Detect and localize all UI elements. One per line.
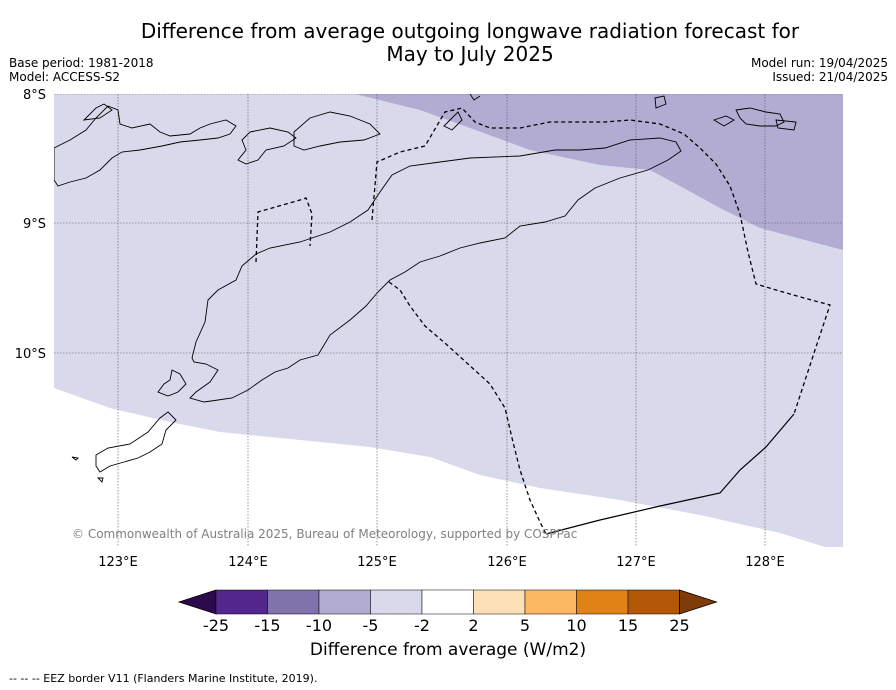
colorbar-bin [524, 589, 577, 615]
lon-label-123e: 123°E [98, 555, 138, 570]
colorbar-tick-label: -15 [254, 616, 280, 635]
lon-label-126e: 126°E [487, 555, 527, 570]
grid-lines [54, 94, 843, 547]
colorbar-tick-label: 10 [566, 616, 586, 635]
model-run: Model run: 19/04/2025 [750, 56, 888, 70]
colorbar-bin [370, 589, 423, 615]
lat-label-10s: 10°S [15, 347, 46, 362]
anomaly-region-light [54, 94, 843, 547]
colorbar-tick-label: -5 [363, 616, 379, 635]
lat-label-9s: 9°S [23, 217, 46, 232]
colorbar-tick-label: 15 [618, 616, 638, 635]
colorbar-tick-label: -2 [414, 616, 430, 635]
lon-label-128e: 128°E [745, 555, 785, 570]
lon-label-125e: 125°E [357, 555, 397, 570]
lon-label-124e: 124°E [228, 555, 268, 570]
colorbar-tick-label: 5 [520, 616, 530, 635]
colorbar-bin [576, 589, 629, 615]
colorbar-label: Difference from average (W/m2) [309, 640, 587, 660]
base-period: Base period: 1981-2018 [9, 56, 154, 70]
colorbar-bin [318, 589, 371, 615]
eez-border-solid [545, 413, 795, 535]
page-title: Difference from average outgoing longwav… [0, 20, 896, 66]
meta-right: Model run: 19/04/2025 Issued: 21/04/2025 [751, 56, 888, 84]
alor-islands [54, 105, 237, 187]
roti-island [157, 369, 187, 397]
colorbar-bin [421, 589, 474, 615]
coastlines [54, 94, 797, 483]
sawu-island [95, 411, 177, 473]
timor-island [189, 137, 682, 403]
meta-left: Base period: 1981-2018 Model: ACCESS-S2 [9, 56, 154, 84]
eez-footnote: -- -- -- EEZ border V11 (Flanders Marine… [9, 672, 318, 685]
lat-label-8s: 8°S [23, 88, 46, 103]
colorbar-bin [627, 589, 680, 615]
colorbar-arrow-low [177, 589, 217, 615]
title-line-1: Difference from average outgoing longwav… [140, 19, 800, 43]
colorbar-tick-label: -25 [203, 616, 229, 635]
title-line-2: May to July 2025 [386, 42, 554, 66]
wetar-island [735, 107, 785, 127]
eez-border [255, 107, 831, 535]
lon-label-127e: 127°E [616, 555, 656, 570]
colorbar-tick-label: 25 [669, 616, 689, 635]
colorbar-tick-label: -10 [306, 616, 332, 635]
colorbar-bin [473, 589, 526, 615]
copyright-text: © Commonwealth of Australia 2025, Bureau… [72, 527, 577, 541]
colorbar-arrow-high [679, 589, 718, 615]
model-name: Model: ACCESS-S2 [9, 70, 121, 84]
anomaly-region-medium [355, 94, 843, 250]
colorbar-bin [215, 589, 268, 615]
issued-date: Issued: 21/04/2025 [772, 70, 888, 84]
colorbar-tick-label: 2 [468, 616, 478, 635]
colorbar-bin [267, 589, 320, 615]
